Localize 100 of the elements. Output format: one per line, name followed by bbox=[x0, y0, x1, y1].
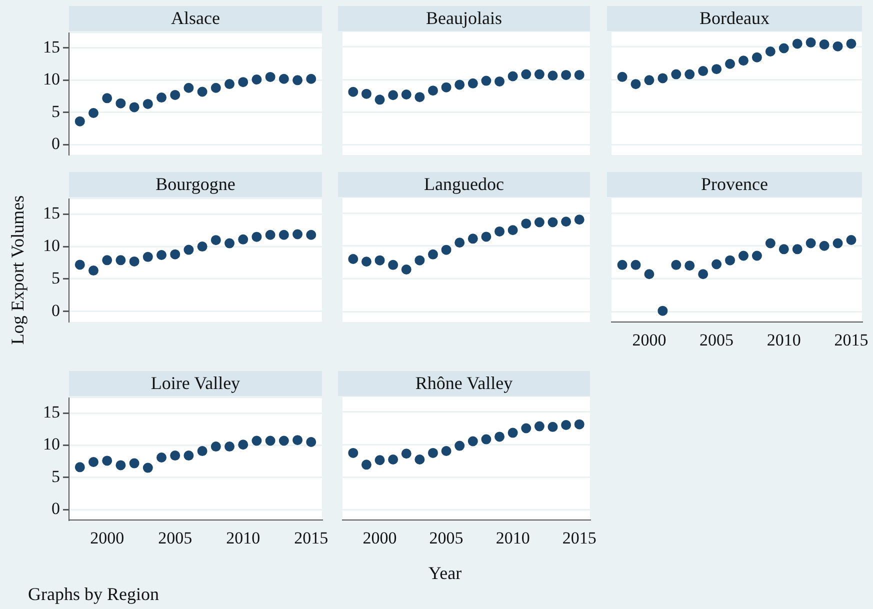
point bbox=[561, 216, 572, 227]
point bbox=[306, 230, 316, 240]
point bbox=[401, 264, 412, 275]
point bbox=[468, 436, 478, 446]
point bbox=[548, 422, 558, 432]
point bbox=[521, 218, 532, 229]
x-tick-label: 2010 bbox=[496, 528, 530, 548]
chart-title: Beaujolais bbox=[338, 6, 590, 31]
point bbox=[414, 255, 425, 266]
y-axis-title: Log Export Volumes bbox=[8, 195, 28, 345]
point bbox=[238, 440, 248, 450]
point bbox=[428, 249, 438, 260]
y-tick-label: 5 bbox=[52, 102, 60, 121]
point bbox=[494, 76, 505, 86]
point bbox=[574, 214, 584, 225]
point bbox=[348, 448, 358, 458]
point bbox=[441, 244, 452, 255]
point bbox=[574, 70, 584, 80]
point bbox=[361, 460, 372, 470]
chart-title: Bordeaux bbox=[607, 6, 862, 31]
point bbox=[156, 452, 166, 462]
y-tick-label: 15 bbox=[43, 37, 60, 56]
point bbox=[374, 94, 385, 105]
point bbox=[306, 74, 316, 84]
chart-title: Alsace bbox=[69, 6, 322, 31]
point bbox=[534, 217, 544, 228]
point bbox=[644, 269, 654, 280]
point bbox=[210, 235, 221, 246]
point bbox=[278, 74, 289, 84]
point bbox=[494, 226, 505, 236]
point bbox=[401, 89, 412, 100]
y-tick-label: 15 bbox=[43, 204, 60, 223]
point bbox=[534, 421, 544, 432]
point bbox=[238, 77, 248, 88]
point bbox=[265, 436, 276, 446]
point bbox=[224, 79, 235, 90]
point bbox=[846, 38, 856, 49]
point bbox=[74, 116, 85, 126]
y-tick-label: 0 bbox=[52, 499, 60, 518]
point bbox=[142, 252, 153, 262]
point bbox=[738, 250, 748, 261]
point bbox=[388, 454, 398, 464]
point bbox=[252, 436, 262, 446]
point bbox=[481, 434, 492, 444]
chart-title: Rhône Valley bbox=[338, 371, 590, 396]
point bbox=[156, 250, 166, 260]
point bbox=[752, 52, 762, 62]
point bbox=[388, 90, 398, 100]
text: Graphs by Region bbox=[28, 584, 159, 605]
point bbox=[224, 442, 235, 452]
point bbox=[197, 86, 208, 97]
point bbox=[129, 102, 140, 112]
point bbox=[468, 78, 478, 88]
point bbox=[508, 225, 518, 236]
point bbox=[102, 255, 112, 266]
y-tick-label: 10 bbox=[43, 236, 60, 256]
point bbox=[306, 437, 316, 448]
point bbox=[210, 82, 221, 93]
point bbox=[630, 79, 641, 90]
x-tick-label: 2010 bbox=[226, 528, 260, 548]
point bbox=[74, 260, 85, 270]
point bbox=[197, 446, 208, 456]
point bbox=[184, 244, 194, 255]
point bbox=[348, 86, 358, 97]
point bbox=[819, 240, 830, 251]
point bbox=[671, 69, 682, 80]
x-tick-label: 2010 bbox=[766, 330, 801, 350]
point bbox=[184, 82, 194, 93]
point bbox=[102, 93, 112, 104]
x-tick-label: 2000 bbox=[632, 330, 666, 350]
point bbox=[644, 75, 654, 86]
point bbox=[129, 256, 140, 266]
point bbox=[74, 462, 85, 472]
point bbox=[658, 306, 668, 316]
point bbox=[292, 75, 303, 86]
point bbox=[401, 448, 412, 459]
y-tick-label: 0 bbox=[52, 134, 60, 153]
point bbox=[684, 260, 695, 271]
y-tick-label: 10 bbox=[43, 434, 60, 454]
point bbox=[508, 428, 518, 438]
point bbox=[561, 420, 572, 430]
point bbox=[481, 232, 492, 242]
point bbox=[548, 217, 558, 228]
x-tick-label: 2015 bbox=[294, 528, 328, 548]
chart-title: Bourgogne bbox=[69, 172, 322, 197]
point bbox=[792, 244, 802, 254]
point bbox=[88, 457, 98, 467]
point bbox=[521, 423, 532, 434]
point bbox=[116, 255, 126, 266]
point bbox=[142, 462, 153, 473]
y-tick-label: 0 bbox=[52, 300, 60, 320]
point bbox=[292, 229, 303, 240]
point bbox=[846, 234, 856, 245]
point bbox=[468, 234, 478, 244]
point bbox=[765, 46, 776, 57]
point bbox=[671, 260, 682, 270]
point bbox=[265, 230, 276, 240]
point bbox=[792, 38, 802, 49]
point bbox=[361, 88, 372, 99]
point bbox=[278, 230, 289, 240]
